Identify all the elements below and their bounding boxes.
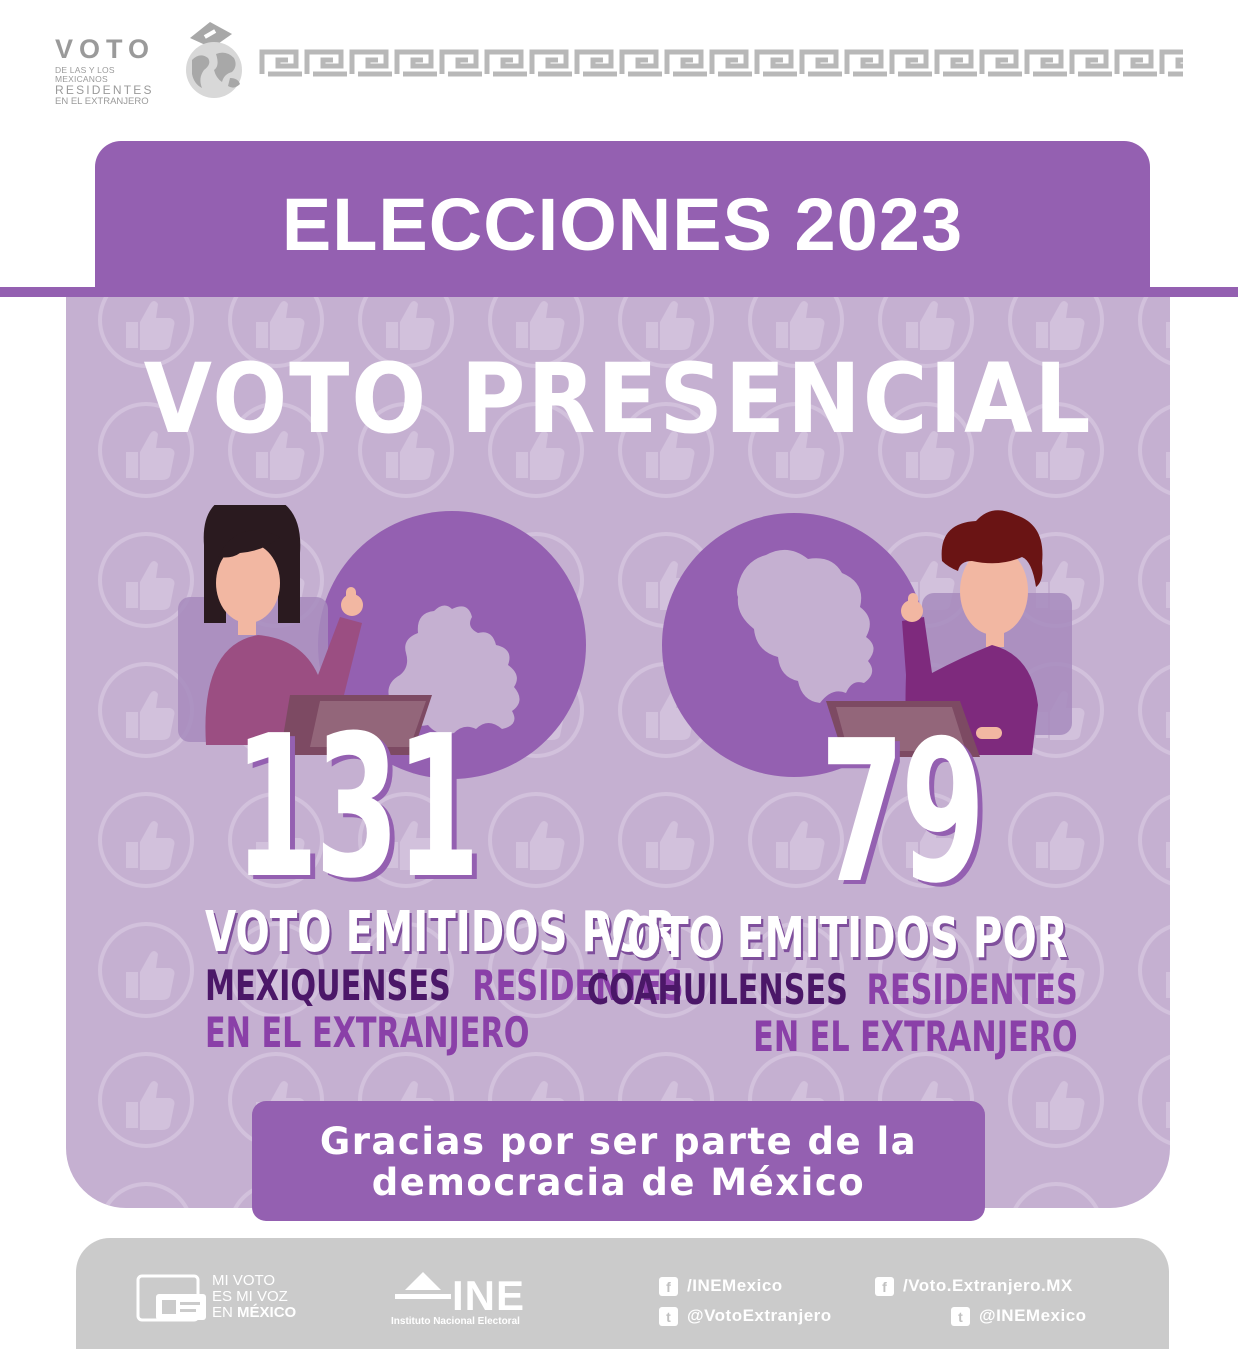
right-vote-count: 79 — [820, 699, 985, 927]
left-caption-line3: EN EL EXTRANJERO — [205, 1008, 530, 1057]
facebook-ine-label: /INEMexico — [687, 1276, 783, 1295]
right-state-name: COAHUILENSES — [587, 965, 849, 1014]
thanks-box: Gracias por ser parte de la democracia d… — [252, 1101, 985, 1221]
twitter-icon: t — [951, 1306, 970, 1326]
woman-voting-illustration — [178, 505, 586, 779]
ine-logo-text: INE — [452, 1272, 526, 1319]
mi-voto-line3-en: EN — [212, 1304, 238, 1321]
right-caption-line2: COAHUILENSES RESIDENTES — [587, 969, 1078, 1011]
right-caption-line3: EN EL EXTRANJERO — [753, 1012, 1078, 1061]
twitter-icon: t — [659, 1306, 678, 1326]
greca-border-decoration — [258, 44, 1183, 80]
left-vote-count: 131 — [234, 694, 480, 922]
left-state-name: MEXIQUENSES — [205, 961, 451, 1010]
facebook-voto-label: /Voto.Extranjero.MX — [903, 1276, 1073, 1295]
facebook-ine-link[interactable]: f /INEMexico — [659, 1276, 783, 1296]
title-banner — [95, 141, 1150, 291]
coahuila-map — [737, 549, 874, 703]
mi-voto-logo-text: MI VOTO ES MI VOZ EN MÉXICO — [212, 1273, 296, 1321]
right-caption-line1: VOTO EMITIDOS POR — [596, 906, 1068, 971]
ine-full-name: Instituto Nacional Electoral — [391, 1316, 520, 1327]
facebook-voto-link[interactable]: f /Voto.Extranjero.MX — [875, 1276, 1073, 1296]
logo-line-2: DE LAS Y LOS MEXICANOS — [55, 65, 115, 84]
right-residentes: RESIDENTES — [866, 965, 1078, 1014]
left-residentes: RESIDENTES — [472, 961, 684, 1010]
thanks-line2: democracia de México — [371, 1161, 866, 1204]
logo-line-4: EN EL EXTRANJERO — [55, 96, 149, 107]
left-caption-line1: VOTO EMITIDOS POR — [205, 900, 677, 965]
mi-voto-line2: ES MI VOZ — [212, 1288, 288, 1305]
twitter-ine-label: @INEMexico — [979, 1306, 1087, 1325]
mi-voto-line3-mexico: MÉXICO — [237, 1304, 297, 1321]
thanks-line1: Gracias por ser parte de la — [319, 1120, 918, 1163]
left-caption-line2: MEXIQUENSES RESIDENTES — [205, 965, 683, 1007]
page-title: ELECCIONES 2023 — [281, 183, 964, 266]
facebook-icon: f — [659, 1276, 678, 1296]
ine-logo-icon — [395, 1272, 451, 1299]
man-voting-illustration — [662, 510, 1072, 777]
banner-stripe — [0, 287, 1238, 297]
voto-extranjero-logo: VOTO DE LAS Y LOS MEXICANOS RESIDENTES E… — [55, 36, 170, 107]
logo-title: VOTO — [55, 34, 156, 64]
facebook-icon: f — [875, 1276, 894, 1296]
twitter-voto-link[interactable]: t @VotoExtranjero — [659, 1306, 832, 1326]
mi-voto-card-icon — [136, 1274, 206, 1322]
ballot-globe-icon — [186, 22, 242, 98]
mi-voto-line1: MI VOTO — [212, 1272, 276, 1289]
section-subtitle: VOTO PRESENCIAL — [143, 343, 1093, 455]
footer-bar — [76, 1238, 1169, 1349]
mi-voto-line3: EN MÉXICO — [212, 1305, 296, 1321]
twitter-ine-link[interactable]: t @INEMexico — [951, 1306, 1087, 1326]
logo-line-3: RESIDENTES — [55, 83, 154, 97]
twitter-voto-label: @VotoExtranjero — [687, 1306, 832, 1325]
